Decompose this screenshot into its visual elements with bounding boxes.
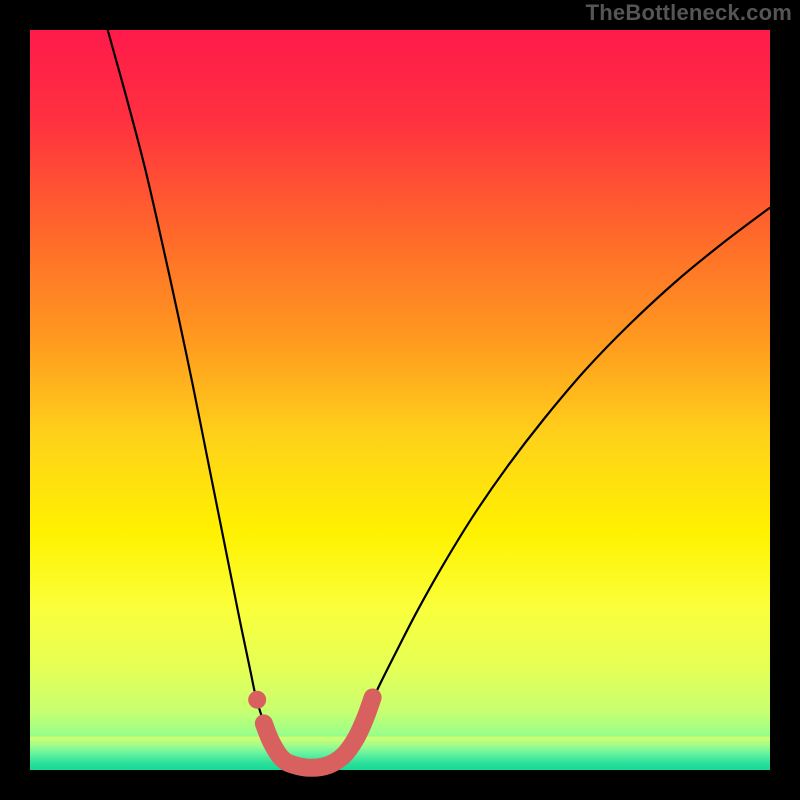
chart-svg (0, 0, 800, 800)
watermark-text: TheBottleneck.com (586, 0, 792, 26)
green-bottom-band (30, 737, 770, 770)
gradient-background (30, 30, 770, 770)
chart-frame: TheBottleneck.com (0, 0, 800, 800)
accent-left-dot (248, 691, 266, 709)
